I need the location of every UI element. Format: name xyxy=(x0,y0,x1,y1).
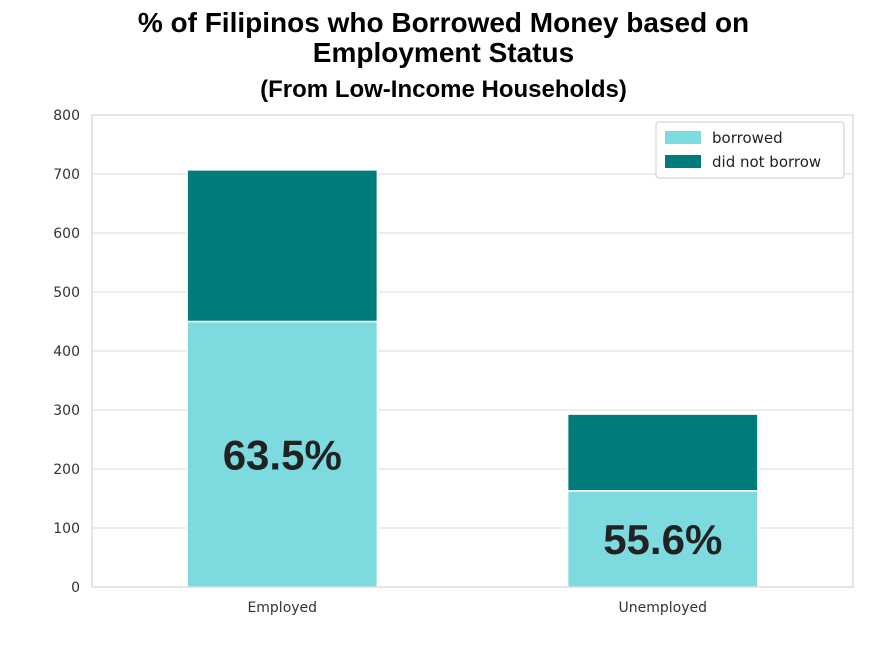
y-tick-label: 300 xyxy=(53,403,80,419)
y-tick-label: 200 xyxy=(53,462,80,478)
y-tick-label: 400 xyxy=(53,344,80,360)
legend-swatch xyxy=(665,155,701,168)
plot-frame xyxy=(91,114,854,588)
legend-label: borrowed xyxy=(712,129,783,147)
legend-swatch xyxy=(665,131,701,144)
data-label: 55.6% xyxy=(603,516,722,563)
y-tick-label: 600 xyxy=(53,226,80,242)
y-tick-label: 500 xyxy=(53,285,80,301)
bar-did-not-borrow-employed xyxy=(186,169,379,323)
y-tick-label: 100 xyxy=(53,521,80,537)
legend-box xyxy=(655,121,845,179)
y-tick-label: 800 xyxy=(53,108,80,124)
x-tick-label: Employed xyxy=(247,600,317,616)
y-tick-label: 700 xyxy=(53,167,80,183)
chart-title-line1: % of Filipinos who Borrowed Money based … xyxy=(137,7,750,38)
chart-title-line2: Employment Status xyxy=(312,37,575,68)
bar-did-not-borrow-unemployed xyxy=(566,413,759,492)
chart-subtitle: (From Low-Income Households) xyxy=(260,76,627,103)
x-tick-label: Unemployed xyxy=(619,600,708,616)
legend-label: did not borrow xyxy=(712,153,821,171)
data-label: 63.5% xyxy=(223,431,342,478)
y-tick-label: 0 xyxy=(71,580,80,596)
